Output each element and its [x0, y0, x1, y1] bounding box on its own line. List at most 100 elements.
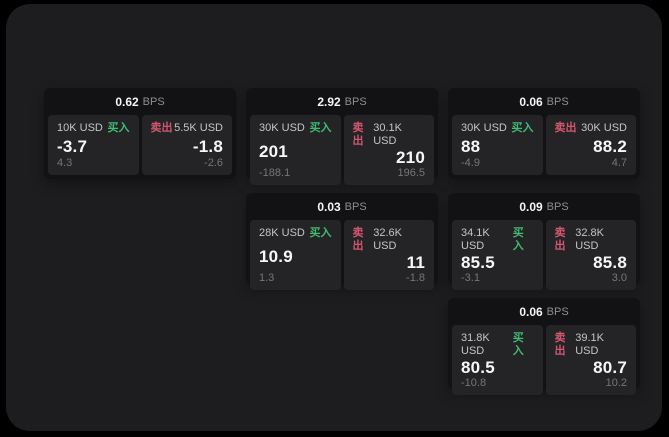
sell-quote-tile[interactable]: 卖出 39.1K USD 80.7 10.2 [545, 325, 636, 395]
buy-side-label: 买入 [309, 122, 332, 134]
buy-price: 88 [461, 136, 481, 156]
sell-price: -1.8 [192, 136, 223, 156]
buy-delta: 1.3 [259, 272, 275, 284]
quote-card: 2.92 BPS 30K USD 买入 201 -188.1 卖出 30.1K … [246, 88, 438, 185]
buy-tile-header: 30K USD 买入 [461, 122, 534, 135]
sell-price: 85.8 [593, 253, 627, 272]
buy-quote-tile[interactable]: 30K USD 买入 201 -188.1 [250, 115, 341, 185]
bps-unit-label: BPS [344, 95, 367, 108]
buy-quote-tile[interactable]: 34.1K USD 买入 85.5 -3.1 [452, 220, 543, 290]
sell-delta: 3.0 [611, 272, 627, 284]
sell-quote-tile[interactable]: 卖出 30.1K USD 210 196.5 [343, 115, 434, 185]
bps-header: 2.92 BPS [246, 88, 438, 115]
buy-delta: 4.3 [57, 157, 73, 169]
buy-price: 85.5 [461, 253, 495, 272]
sell-price: 88.2 [593, 136, 627, 156]
bps-unit-label: BPS [344, 200, 367, 213]
sell-size: 30K USD [581, 122, 627, 134]
bps-unit-label: BPS [546, 305, 569, 318]
buy-quote-tile[interactable]: 10K USD 买入 -3.7 4.3 [48, 115, 139, 175]
bps-header: 0.62 BPS [44, 88, 236, 115]
bps-header: 0.03 BPS [246, 193, 438, 220]
quote-tiles: 30K USD 买入 201 -188.1 卖出 30.1K USD 210 1… [250, 115, 434, 185]
buy-side-label: 买入 [512, 227, 524, 252]
buy-side-label: 买入 [511, 122, 534, 134]
buy-delta: -3.1 [461, 272, 480, 284]
quote-board: 0.62 BPS 10K USD 买入 -3.7 4.3 卖出 5.5K USD [44, 88, 640, 395]
buy-tile-header: 28K USD 买入 [259, 227, 332, 240]
quote-tiles: 34.1K USD 买入 85.5 -3.1 卖出 32.8K USD 85.8… [452, 220, 636, 290]
sell-tile-header: 卖出 5.5K USD [151, 122, 224, 135]
bps-header: 0.06 BPS [448, 88, 640, 115]
buy-side-label: 买入 [512, 332, 524, 357]
sell-delta: -2.6 [204, 157, 223, 169]
bps-unit-label: BPS [546, 200, 569, 213]
buy-delta: -188.1 [259, 167, 291, 179]
bps-value: 0.62 [115, 94, 139, 109]
sell-quote-tile[interactable]: 卖出 5.5K USD -1.8 -2.6 [141, 115, 232, 175]
buy-quote-tile[interactable]: 28K USD 买入 10.9 1.3 [250, 220, 341, 290]
bps-value: 0.06 [519, 304, 543, 319]
quote-card: 0.62 BPS 10K USD 买入 -3.7 4.3 卖出 5.5K USD [44, 88, 236, 179]
buy-size: 28K USD [259, 227, 305, 239]
quote-tiles: 31.8K USD 买入 80.5 -10.8 卖出 39.1K USD 80.… [452, 325, 636, 395]
sell-tile-header: 卖出 30K USD [555, 122, 628, 135]
sell-delta: 10.2 [605, 377, 627, 389]
quote-tiles: 30K USD 买入 88 -4.9 卖出 30K USD 88.2 4.7 [452, 115, 636, 175]
quote-card: 0.03 BPS 28K USD 买入 10.9 1.3 卖出 32.6K US… [246, 193, 438, 290]
buy-price: 10.9 [259, 246, 293, 266]
quote-tiles: 28K USD 买入 10.9 1.3 卖出 32.6K USD 11 -1.8 [250, 220, 434, 290]
buy-tile-header: 10K USD 买入 [57, 122, 130, 135]
bps-value: 0.06 [519, 94, 543, 109]
buy-quote-tile[interactable]: 30K USD 买入 88 -4.9 [452, 115, 543, 175]
sell-tile-header: 卖出 39.1K USD [555, 332, 628, 358]
buy-side-label: 买入 [107, 122, 130, 134]
sell-size: 32.8K USD [575, 227, 604, 252]
bps-header: 0.09 BPS [448, 193, 640, 220]
sell-tile-header: 卖出 30.1K USD [353, 122, 426, 148]
sell-size: 39.1K USD [575, 332, 604, 357]
buy-size: 34.1K USD [461, 227, 490, 252]
sell-size: 32.6K USD [373, 227, 402, 252]
quote-card: 0.06 BPS 31.8K USD 买入 80.5 -10.8 卖出 39.1… [448, 298, 640, 395]
bps-unit-label: BPS [142, 95, 165, 108]
sell-side-label: 卖出 [554, 332, 566, 357]
sell-side-label: 卖出 [150, 122, 173, 134]
buy-tile-header: 34.1K USD 买入 [461, 227, 534, 253]
buy-quote-tile[interactable]: 31.8K USD 买入 80.5 -10.8 [452, 325, 543, 395]
buy-price: -3.7 [57, 136, 88, 156]
sell-delta: -1.8 [406, 272, 425, 284]
sell-side-label: 卖出 [352, 122, 364, 147]
buy-size: 30K USD [259, 122, 305, 134]
quote-card: 0.09 BPS 34.1K USD 买入 85.5 -3.1 卖出 32.8K… [448, 193, 640, 290]
bps-value: 0.09 [519, 199, 543, 214]
buy-side-label: 买入 [309, 227, 332, 239]
buy-size: 10K USD [57, 122, 103, 134]
sell-tile-header: 卖出 32.8K USD [555, 227, 628, 253]
sell-size: 30.1K USD [373, 122, 402, 147]
buy-price: 201 [259, 141, 288, 161]
bps-unit-label: BPS [546, 95, 569, 108]
buy-price: 80.5 [461, 358, 495, 377]
sell-quote-tile[interactable]: 卖出 32.6K USD 11 -1.8 [343, 220, 434, 290]
sell-quote-tile[interactable]: 卖出 32.8K USD 85.8 3.0 [545, 220, 636, 290]
sell-side-label: 卖出 [352, 227, 364, 252]
quote-tiles: 10K USD 买入 -3.7 4.3 卖出 5.5K USD -1.8 -2.… [48, 115, 232, 175]
bps-value: 2.92 [317, 94, 341, 109]
bps-header: 0.06 BPS [448, 298, 640, 325]
sell-side-label: 卖出 [554, 122, 577, 134]
buy-size: 31.8K USD [461, 332, 490, 357]
buy-tile-header: 30K USD 买入 [259, 122, 332, 135]
sell-price: 80.7 [593, 358, 627, 377]
buy-tile-header: 31.8K USD 买入 [461, 332, 534, 358]
buy-size: 30K USD [461, 122, 507, 134]
sell-delta: 196.5 [397, 167, 425, 179]
sell-quote-tile[interactable]: 卖出 30K USD 88.2 4.7 [545, 115, 636, 175]
sell-side-label: 卖出 [554, 227, 566, 252]
sell-size: 5.5K USD [174, 122, 223, 134]
buy-delta: -4.9 [461, 157, 480, 169]
bps-value: 0.03 [317, 199, 341, 214]
buy-delta: -10.8 [461, 377, 487, 389]
sell-price: 210 [396, 148, 425, 167]
sell-tile-header: 卖出 32.6K USD [353, 227, 426, 253]
